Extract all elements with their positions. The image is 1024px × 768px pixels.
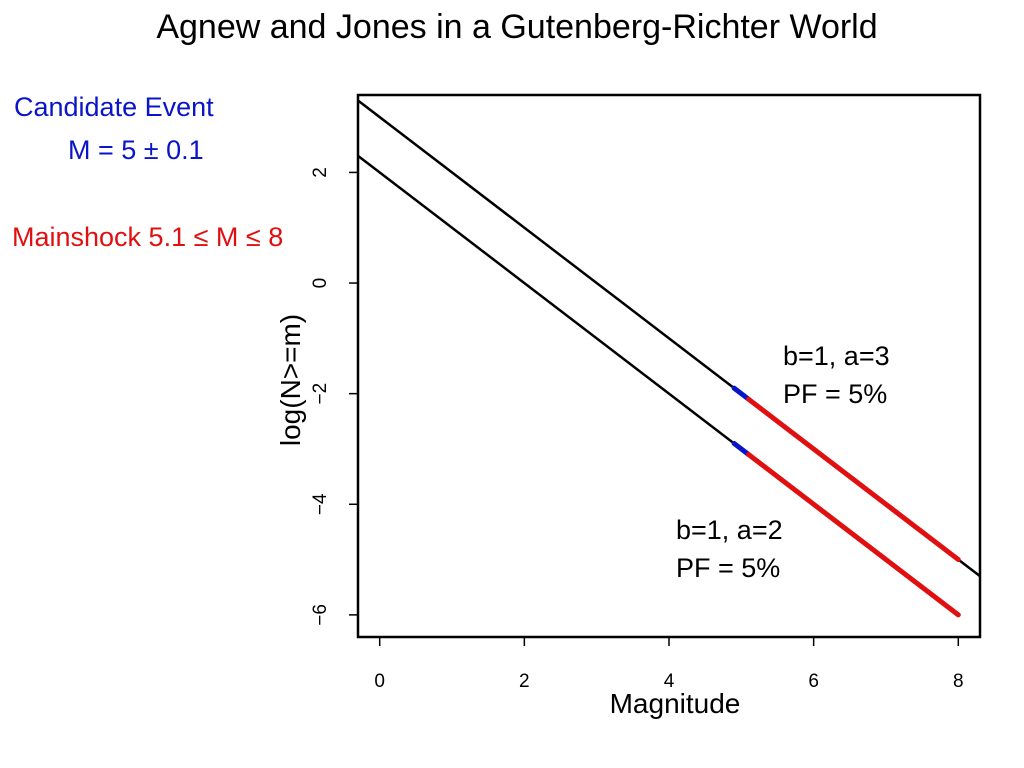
highlight-segment-4 xyxy=(746,451,961,618)
highlight-segment-1 xyxy=(731,385,752,402)
highlight-segment-2 xyxy=(746,396,961,563)
candidate-event-title: Candidate Event xyxy=(14,92,214,122)
x-axis: 0 2 4 6 8 xyxy=(374,637,964,692)
x-tick-label-6: 6 xyxy=(808,671,819,692)
x-tick-label-2: 2 xyxy=(519,671,530,692)
y-axis-title: log(N>=m) xyxy=(275,314,306,446)
y-axis: −6 −4 −2 0 2 xyxy=(310,167,358,626)
y-tick-label-3: 0 xyxy=(310,278,331,289)
upper-line-pf: PF = 5% xyxy=(783,379,888,409)
y-tick-label-0: −6 xyxy=(310,604,331,626)
slide-title: Agnew and Jones in a Gutenberg-Richter W… xyxy=(156,8,878,46)
candidate-event-value: M = 5 ± 0.1 xyxy=(68,135,204,165)
y-tick-label-4: 2 xyxy=(310,167,331,178)
highlight-segment-3 xyxy=(731,440,752,457)
x-tick-label-4: 4 xyxy=(664,671,675,692)
lower-line-annotation: b=1, a=2 PF = 5% xyxy=(676,511,783,587)
y-tick-label-1: −4 xyxy=(310,493,331,515)
lower-line-pf: PF = 5% xyxy=(676,553,781,583)
lower-line-params: b=1, a=2 xyxy=(676,515,783,545)
x-axis-title: Magnitude xyxy=(610,688,741,719)
x-tick-label-0: 0 xyxy=(374,671,385,692)
highlight-layer xyxy=(731,385,961,618)
x-tick-label-8: 8 xyxy=(953,671,964,692)
y-tick-label-2: −2 xyxy=(310,383,331,405)
upper-line-annotation: b=1, a=3 PF = 5% xyxy=(783,337,890,413)
upper-line-params: b=1, a=3 xyxy=(783,341,890,371)
mainshock-range: Mainshock 5.1 ≤ M ≤ 8 xyxy=(12,222,284,252)
